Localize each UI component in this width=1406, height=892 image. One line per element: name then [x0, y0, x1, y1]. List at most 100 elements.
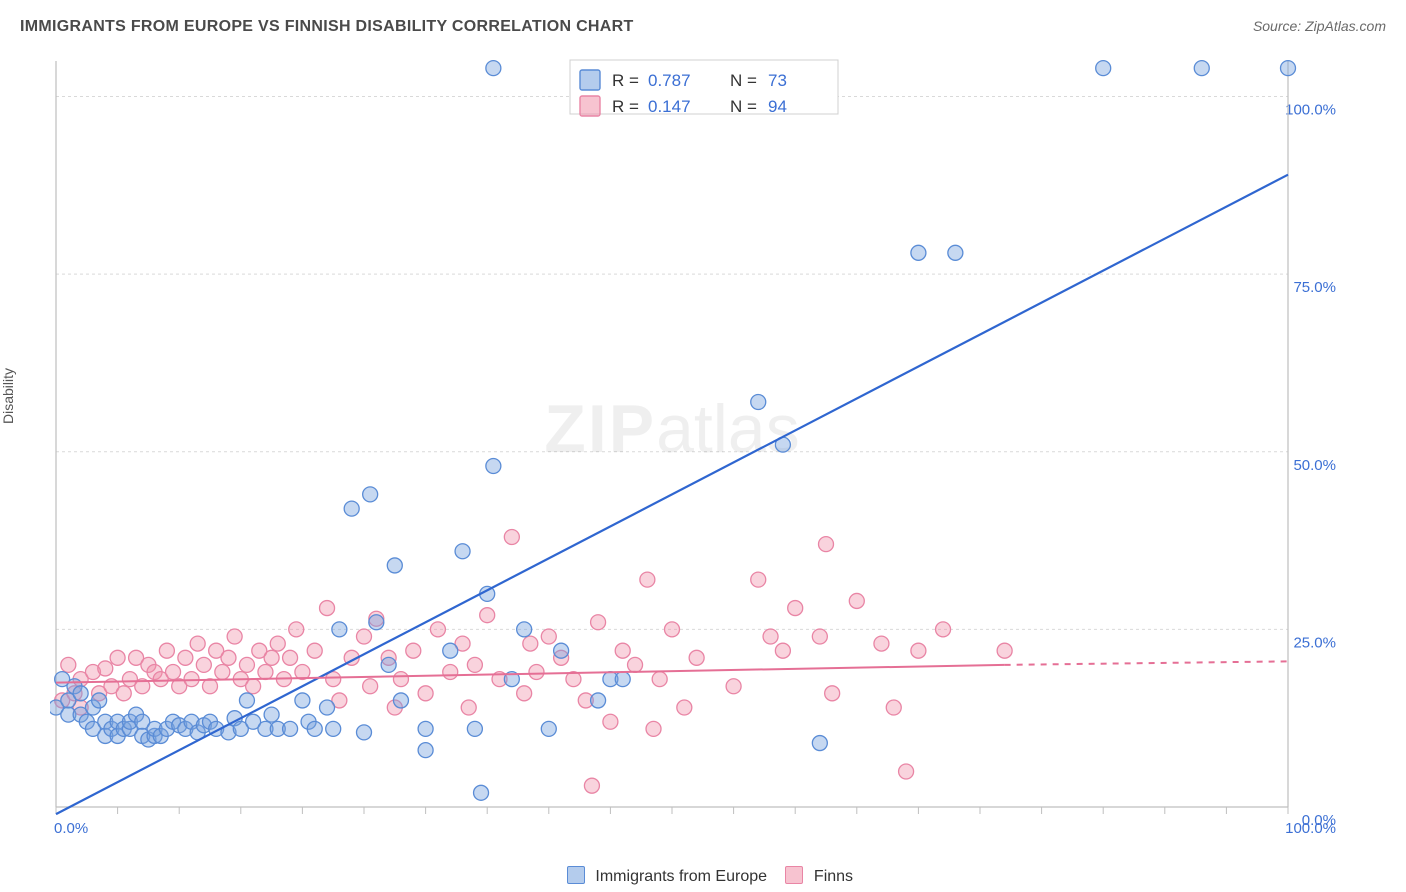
legend-label-blue: Immigrants from Europe — [595, 868, 767, 885]
data-point-blue — [812, 736, 827, 751]
data-point-pink — [270, 636, 285, 651]
data-point-blue — [264, 707, 279, 722]
y-tick-label: 100.0% — [1285, 102, 1336, 119]
data-point-blue — [541, 721, 556, 736]
trend-line-pink-dashed — [1005, 661, 1288, 665]
data-point-pink — [166, 665, 181, 680]
data-point-pink — [467, 657, 482, 672]
data-point-pink — [258, 665, 273, 680]
data-point-blue — [591, 693, 606, 708]
data-point-pink — [320, 601, 335, 616]
data-point-blue — [1281, 61, 1296, 76]
data-point-pink — [289, 622, 304, 637]
data-point-pink — [203, 679, 218, 694]
data-point-pink — [615, 643, 630, 658]
data-point-blue — [387, 558, 402, 573]
data-point-pink — [726, 679, 741, 694]
data-point-pink — [689, 650, 704, 665]
data-point-pink — [523, 636, 538, 651]
data-point-blue — [73, 686, 88, 701]
data-point-blue — [751, 395, 766, 410]
legend-label-pink: Finns — [814, 868, 853, 885]
data-point-blue — [295, 693, 310, 708]
data-point-blue — [332, 622, 347, 637]
data-point-pink — [751, 572, 766, 587]
data-point-pink — [584, 778, 599, 793]
data-point-pink — [215, 665, 230, 680]
data-point-pink — [406, 643, 421, 658]
x-tick-label: 0.0% — [54, 820, 88, 835]
y-axis-label: Disability — [0, 368, 16, 424]
data-point-blue — [320, 700, 335, 715]
data-point-blue — [326, 721, 341, 736]
chart-title: IMMIGRANTS FROM EUROPE VS FINNISH DISABI… — [20, 18, 634, 36]
data-point-pink — [591, 615, 606, 630]
data-point-pink — [529, 665, 544, 680]
data-point-pink — [480, 608, 495, 623]
data-point-blue — [443, 643, 458, 658]
data-point-blue — [486, 458, 501, 473]
source-label: Source: ZipAtlas.com — [1253, 18, 1386, 34]
data-point-pink — [603, 714, 618, 729]
data-point-pink — [357, 629, 372, 644]
data-point-pink — [246, 679, 261, 694]
data-point-pink — [239, 657, 254, 672]
data-point-blue — [92, 693, 107, 708]
data-point-blue — [357, 725, 372, 740]
legend-r-label: R = — [612, 97, 639, 116]
data-point-pink — [825, 686, 840, 701]
data-point-pink — [227, 629, 242, 644]
data-point-pink — [788, 601, 803, 616]
data-point-blue — [517, 622, 532, 637]
legend-swatch — [580, 70, 600, 90]
data-point-pink — [763, 629, 778, 644]
data-point-pink — [196, 657, 211, 672]
data-point-blue — [344, 501, 359, 516]
data-point-pink — [178, 650, 193, 665]
data-point-pink — [874, 636, 889, 651]
data-point-pink — [640, 572, 655, 587]
data-point-pink — [264, 650, 279, 665]
data-point-blue — [393, 693, 408, 708]
data-point-pink — [116, 686, 131, 701]
data-point-blue — [455, 544, 470, 559]
legend-r-label: R = — [612, 71, 639, 90]
data-point-blue — [911, 245, 926, 260]
correlation-legend — [570, 60, 838, 114]
data-point-pink — [190, 636, 205, 651]
data-point-pink — [283, 650, 298, 665]
data-point-blue — [1194, 61, 1209, 76]
data-point-blue — [418, 743, 433, 758]
data-point-pink — [997, 643, 1012, 658]
data-point-pink — [541, 629, 556, 644]
data-point-pink — [98, 661, 113, 676]
legend-n-value: 94 — [768, 97, 787, 116]
data-point-pink — [61, 657, 76, 672]
legend-n-label: N = — [730, 71, 757, 90]
data-point-blue — [474, 785, 489, 800]
legend-n-label: N = — [730, 97, 757, 116]
data-point-blue — [239, 693, 254, 708]
data-point-pink — [159, 643, 174, 658]
data-point-blue — [307, 721, 322, 736]
data-point-blue — [554, 643, 569, 658]
data-point-pink — [221, 650, 236, 665]
data-point-pink — [430, 622, 445, 637]
data-point-pink — [646, 721, 661, 736]
x-tick-label: 100.0% — [1285, 820, 1336, 835]
data-point-blue — [615, 672, 630, 687]
data-point-blue — [369, 615, 384, 630]
data-point-blue — [283, 721, 298, 736]
data-point-pink — [504, 530, 519, 545]
legend-r-value: 0.147 — [648, 97, 691, 116]
legend-r-value: 0.787 — [648, 71, 691, 90]
data-point-pink — [110, 650, 125, 665]
data-point-blue — [381, 657, 396, 672]
data-point-blue — [363, 487, 378, 502]
data-point-pink — [899, 764, 914, 779]
data-point-pink — [443, 665, 458, 680]
data-point-pink — [936, 622, 951, 637]
y-tick-label: 50.0% — [1293, 457, 1336, 474]
data-point-pink — [911, 643, 926, 658]
y-tick-label: 25.0% — [1293, 634, 1336, 651]
